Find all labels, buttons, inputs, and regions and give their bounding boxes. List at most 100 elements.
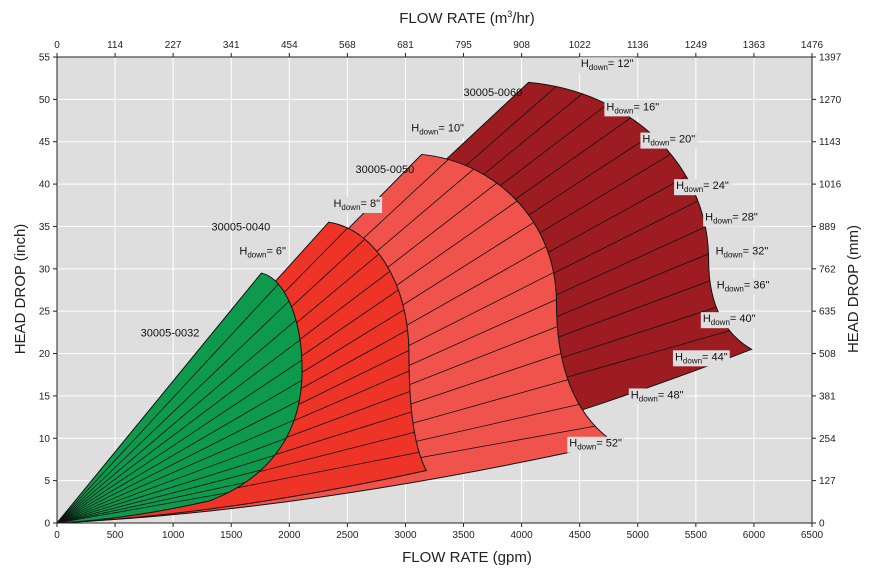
x2-tick-label: 1363 bbox=[743, 40, 766, 51]
y-tick-label: 20 bbox=[39, 349, 51, 360]
x-tick-label: 1500 bbox=[220, 530, 243, 541]
hdown-label: Hdown= 20" bbox=[642, 134, 695, 148]
model-label: 30005-0050 bbox=[356, 164, 415, 176]
plot-frame bbox=[56, 56, 813, 524]
y2-tick-label: 762 bbox=[819, 264, 836, 275]
x-tick-label: 3000 bbox=[394, 530, 417, 541]
hatch-line bbox=[56, 359, 303, 524]
hdown-label: Hdown= 24" bbox=[676, 180, 729, 194]
y-tick-label: 5 bbox=[44, 476, 50, 487]
x2-axis-title: FLOW RATE (m3/hr) bbox=[399, 9, 535, 27]
y-tick-label: 10 bbox=[39, 434, 51, 445]
hdown-label-bg bbox=[672, 350, 730, 367]
x-tick-label: 4500 bbox=[569, 530, 592, 541]
hdown-label-bg bbox=[713, 244, 771, 261]
hdown-label-bg bbox=[700, 312, 758, 329]
x2-tick-label: 0 bbox=[54, 40, 60, 51]
x2-axis-sup: 3 bbox=[507, 9, 512, 19]
y-tick-label: 25 bbox=[39, 307, 51, 318]
hdown-label-bg bbox=[640, 132, 698, 149]
hatch-line bbox=[56, 482, 246, 524]
model-label: 30005-0040 bbox=[211, 222, 270, 234]
hdown-label-bg bbox=[331, 196, 383, 213]
hdown-label-bg bbox=[604, 100, 662, 117]
y2-axis-title: HEAD DROP (mm) bbox=[845, 225, 862, 353]
y2-tick-label: 508 bbox=[819, 349, 836, 360]
x2-tick-label: 114 bbox=[107, 40, 123, 51]
hdown-label: Hdown= 10" bbox=[411, 123, 464, 137]
model-label: 30005-0032 bbox=[141, 328, 200, 340]
y-tick-label: 15 bbox=[39, 391, 51, 402]
y-tick-label: 55 bbox=[39, 53, 51, 64]
x-tick-label: 6000 bbox=[743, 530, 766, 541]
x-tick-label: 5000 bbox=[627, 530, 650, 541]
x-tick-label: 6500 bbox=[801, 530, 824, 541]
x-tick-label: 500 bbox=[107, 530, 124, 541]
y-tick-label: 45 bbox=[39, 137, 51, 148]
hatch-line bbox=[56, 419, 295, 524]
y-tick-label: 0 bbox=[44, 519, 50, 530]
y2-tick-label: 1016 bbox=[819, 180, 842, 191]
hdown-label: Hdown= 12" bbox=[581, 58, 634, 72]
x2-tick-label: 1022 bbox=[569, 40, 592, 51]
x2-tick-label: 454 bbox=[281, 40, 298, 51]
y-tick-label: 35 bbox=[39, 222, 51, 233]
x-tick-label: 3500 bbox=[452, 530, 475, 541]
hatch-line bbox=[56, 469, 262, 524]
hdown-label-bg bbox=[703, 210, 760, 227]
hdown-label: Hdown= 36" bbox=[717, 279, 770, 293]
curve-region-30005-0032 bbox=[55, 272, 303, 524]
hdown-label: Hdown= 52" bbox=[569, 438, 622, 452]
model-label: 30005-0060 bbox=[464, 87, 523, 99]
x2-tick-label: 227 bbox=[165, 40, 182, 51]
hdown-label: Hdown= 16" bbox=[606, 101, 659, 115]
hatch-line bbox=[56, 300, 290, 524]
y-tick-label: 50 bbox=[39, 95, 51, 106]
hdown-label: Hdown= 48" bbox=[631, 389, 684, 403]
y2-tick-label: 1397 bbox=[819, 53, 842, 64]
x2-tick-label: 1476 bbox=[801, 40, 824, 51]
hdown-label: Hdown= 40" bbox=[703, 313, 756, 327]
hdown-label: Hdown= 8" bbox=[333, 198, 380, 212]
y2-tick-label: 0 bbox=[819, 519, 825, 530]
hdown-label-bg bbox=[674, 179, 731, 196]
x2-tick-label: 1249 bbox=[685, 40, 708, 51]
y-axis-title: HEAD DROP (inch) bbox=[12, 224, 29, 355]
hdown-label: Hdown= 32" bbox=[716, 245, 769, 259]
hdown-label-bg bbox=[409, 121, 467, 138]
hdown-label-bg bbox=[567, 436, 625, 453]
hatch-line bbox=[56, 400, 300, 524]
hatch-line bbox=[56, 438, 287, 524]
x-tick-label: 2500 bbox=[336, 530, 359, 541]
x2-tick-label: 795 bbox=[455, 40, 472, 51]
x2-tick-label: 1136 bbox=[627, 40, 649, 51]
x2-tick-label: 341 bbox=[223, 40, 240, 51]
x2-tick-label: 568 bbox=[339, 40, 356, 51]
x-tick-label: 4000 bbox=[510, 530, 533, 541]
hatch-line bbox=[56, 283, 279, 524]
x2-tick-label: 681 bbox=[397, 40, 414, 51]
curve-labels: 30005-0032 30005-0040 30005-0050 30005-0060… bbox=[141, 57, 772, 453]
hatch-line bbox=[56, 339, 301, 524]
y2-tick-label: 635 bbox=[819, 307, 836, 318]
y-tick-label: 40 bbox=[39, 180, 51, 191]
hdown-label-bg bbox=[578, 57, 636, 74]
hdown-label-bg bbox=[237, 244, 289, 261]
y2-tick-label: 381 bbox=[819, 391, 836, 402]
hdown-label-bg bbox=[714, 278, 772, 295]
tick-labels: 0 500 10 0 0 1500 2000 2500 3000 3500 4000 4500 5000… bbox=[39, 40, 842, 541]
curve-regions bbox=[55, 81, 753, 524]
hdown-label: Hdown= 44" bbox=[675, 351, 728, 365]
y2-tick-label: 1143 bbox=[819, 137, 841, 148]
x2-tick-label: 908 bbox=[513, 40, 530, 51]
y2-tick-label: 1270 bbox=[819, 95, 842, 106]
y2-tick-label: 254 bbox=[819, 434, 836, 445]
hdown-label: Hdown= 28" bbox=[705, 212, 758, 226]
hatch-line bbox=[56, 379, 303, 524]
x-tick-label: 2000 bbox=[278, 530, 301, 541]
hatch-line bbox=[56, 492, 228, 524]
y2-tick-label: 889 bbox=[819, 222, 836, 233]
hatch-line bbox=[56, 454, 275, 524]
x-axis-title: FLOW RATE (gpm) bbox=[402, 549, 532, 566]
